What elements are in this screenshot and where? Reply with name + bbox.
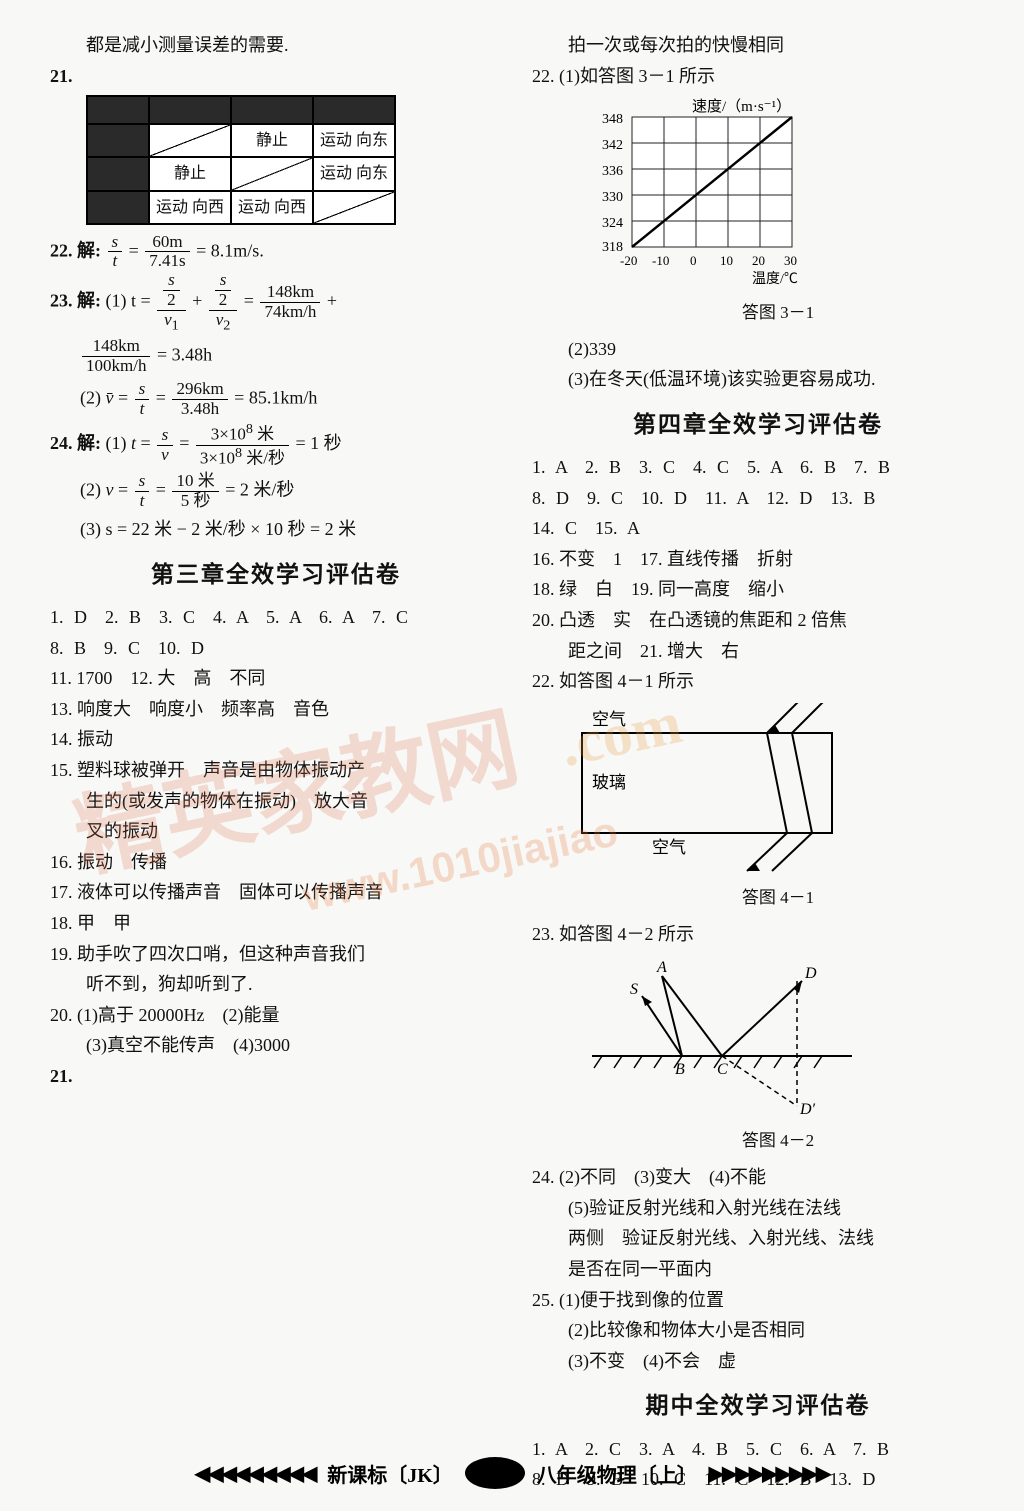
r-top1: 拍一次或每次拍的快慢相同 [532, 30, 984, 61]
ch4-23: 23. 如答图 4－2 所示 [532, 919, 984, 950]
q24-label: 24. 解: [50, 433, 101, 453]
ch3-17: 17. 液体可以传播声音 固体可以传播声音 [50, 877, 502, 908]
ch3-15c: 叉的振动 [50, 816, 502, 847]
footer-right-text: 八年级物理〔上〕 [537, 1459, 697, 1488]
ch3-18: 18. 甲 甲 [50, 908, 502, 939]
chart-caption: 答图 3－1 [572, 299, 984, 328]
q23-label: 23. 解: [50, 290, 101, 310]
footer-left-text: 新课标〔JK〕 [327, 1459, 453, 1488]
intro-line: 都是减小测量误差的需要. [50, 30, 502, 61]
svg-text:30: 30 [784, 253, 797, 268]
page-footer: ◀◀◀◀◀◀◀◀◀ 新课标〔JK〕 八年级物理〔上〕 ▶▶▶▶▶▶▶▶▶ [0, 1457, 1024, 1489]
svg-text:空气: 空气 [652, 838, 686, 857]
ch4-22: 22. 如答图 4－1 所示 [532, 666, 984, 697]
svg-text:B: B [675, 1061, 685, 1078]
svg-text:A: A [656, 959, 667, 976]
cell: 运动 向东 [313, 124, 395, 157]
page-container: 都是减小测量误差的需要. 21. 静止运动 向东 静止运动 向东 运动 向西运动… [0, 0, 1024, 1505]
fig41-caption: 答图 4－1 [572, 884, 984, 913]
svg-text:336: 336 [602, 164, 623, 179]
ch4-mc3: 14. C 15. A [532, 513, 984, 544]
svg-text:10: 10 [720, 253, 733, 268]
chart-ylabel: 速度/（m·s⁻¹） [692, 98, 791, 115]
ch3-15a: 15. 塑料球被弹开 声音是由物体振动产 [50, 755, 502, 786]
ch4-20a: 20. 凸透 实 在凸透镜的焦距和 2 倍焦 [532, 605, 984, 636]
ch3-19b: 听不到，狗却听到了. [50, 969, 502, 1000]
ch4-18: 18. 绿 白 19. 同一高度 缩小 [532, 574, 984, 605]
footer-left-arrows: ◀◀◀◀◀◀◀◀◀ [195, 1461, 315, 1486]
chapter3-title: 第三章全效学习评估卷 [50, 555, 502, 594]
r-top2: 22. (1)如答图 3－1 所示 [532, 61, 984, 92]
ch4-24c: 两侧 验证反射光线、入射光线、法线 [532, 1223, 984, 1254]
cell: 运动 向东 [313, 157, 395, 190]
figure-4-1: 空气 玻璃 空气 答图 4－1 [572, 703, 984, 913]
q22: 22. 解: st = 60m7.41s = 8.1m/s. [50, 233, 502, 271]
q23: 23. 解: (1) t = s2v1 + s2v2 = 148km74km/h… [50, 271, 502, 333]
svg-text:342: 342 [602, 138, 623, 153]
ch3-11: 11. 1700 12. 大 高 不同 [50, 663, 502, 694]
svg-text:324: 324 [602, 216, 623, 231]
ch3-19a: 19. 助手吹了四次口哨，但这种声音我们 [50, 939, 502, 970]
ch4-24b: (5)验证反射光线和入射光线在法线 [532, 1193, 984, 1224]
ch4-mc2: 8. D 9. C 10. D 11. A 12. D 13. B [532, 483, 984, 514]
cell: 静止 [231, 124, 313, 157]
svg-text:20: 20 [752, 253, 765, 268]
cell: 运动 向西 [231, 191, 313, 224]
ch3-mc1: 1. D 2. B 3. C 4. A 5. A 6. A 7. C [50, 602, 502, 633]
q22-2: (2)339 [532, 334, 984, 365]
cell: 运动 向西 [149, 191, 231, 224]
ch3-16: 16. 振动 传播 [50, 847, 502, 878]
ch3-mc2: 8. B 9. C 10. D [50, 633, 502, 664]
figure-4-2: A S B C D D′ 答图 4－2 [572, 956, 984, 1156]
q23-p1c: 148km100km/h = 3.48h [80, 337, 502, 375]
svg-text:S: S [630, 981, 638, 998]
ch4-24d: 是否在同一平面内 [532, 1254, 984, 1285]
q22-label: 22. 解: [50, 240, 101, 260]
ch4-mc1: 1. A 2. B 3. C 4. C 5. A 6. B 7. B [532, 452, 984, 483]
svg-text:348: 348 [602, 112, 623, 127]
ch3-20a: 20. (1)高于 20000Hz (2)能量 [50, 1000, 502, 1031]
q24-p2: (2) v = st = 10 米5 秒 = 2 米/秒 [80, 472, 502, 510]
svg-text:玻璃: 玻璃 [592, 773, 626, 792]
svg-text:D: D [804, 965, 817, 982]
footer-page-pill [465, 1457, 525, 1489]
q22-3: (3)在冬天(低温环境)该实验更容易成功. [532, 364, 984, 395]
chart-3-1: 速度/（m·s⁻¹） 348 342 336 [572, 97, 984, 327]
cell: 静止 [149, 157, 231, 190]
svg-text:空气: 空气 [592, 710, 626, 729]
q23-p2: (2) v̄ = st = 296km3.48h = 85.1km/h [80, 380, 502, 418]
svg-text:-10: -10 [652, 253, 669, 268]
ch4-25c: (3)不变 (4)不会 虚 [532, 1346, 984, 1377]
svg-text:D′: D′ [799, 1101, 816, 1116]
ch3-15b: 生的(或发声的物体在振动) 放大音 [50, 786, 502, 817]
footer-right-arrows: ▶▶▶▶▶▶▶▶▶ [709, 1461, 829, 1486]
ch4-25a: 25. (1)便于找到像的位置 [532, 1285, 984, 1316]
ch3-14: 14. 振动 [50, 724, 502, 755]
svg-text:-20: -20 [620, 253, 637, 268]
fig42-caption: 答图 4－2 [572, 1127, 984, 1156]
ch4-25b: (2)比较像和物体大小是否相同 [532, 1315, 984, 1346]
q21-label: 21. [50, 61, 502, 92]
right-column: 拍一次或每次拍的快慢相同 22. (1)如答图 3－1 所示 速度/（m·s⁻¹… [532, 30, 984, 1495]
ch4-20b: 距之间 21. 增大 右 [532, 636, 984, 667]
ch3-13: 13. 响度大 响度小 频率高 音色 [50, 694, 502, 725]
q23-p1a: (1) t = [106, 290, 151, 310]
midterm-title: 期中全效学习评估卷 [532, 1386, 984, 1425]
svg-text:0: 0 [690, 253, 697, 268]
chapter4-title: 第四章全效学习评估卷 [532, 405, 984, 444]
svg-text:温度/℃: 温度/℃ [752, 271, 798, 287]
q24-p3: (3) s = 22 米 − 2 米/秒 × 10 秒 = 2 米 [80, 514, 502, 545]
left-column: 都是减小测量误差的需要. 21. 静止运动 向东 静止运动 向东 运动 向西运动… [50, 30, 502, 1495]
svg-text:330: 330 [602, 190, 623, 205]
ch4-16: 16. 不变 1 17. 直线传播 折射 [532, 544, 984, 575]
ch3-21: 21. [50, 1061, 502, 1092]
q24: 24. 解: (1) t = sv = 3×108 米3×108 米/秒 = 1… [50, 422, 502, 468]
q21-table: 静止运动 向东 静止运动 向东 运动 向西运动 向西 [86, 95, 396, 225]
svg-text:C: C [717, 1061, 728, 1078]
ch4-24a: 24. (2)不同 (3)变大 (4)不能 [532, 1162, 984, 1193]
ch3-20b: (3)真空不能传声 (4)3000 [50, 1030, 502, 1061]
